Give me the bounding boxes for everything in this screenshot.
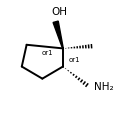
Text: OH: OH — [51, 7, 67, 17]
Polygon shape — [53, 21, 63, 49]
Text: or1: or1 — [41, 50, 53, 56]
Text: NH₂: NH₂ — [94, 82, 114, 92]
Text: or1: or1 — [69, 57, 81, 64]
